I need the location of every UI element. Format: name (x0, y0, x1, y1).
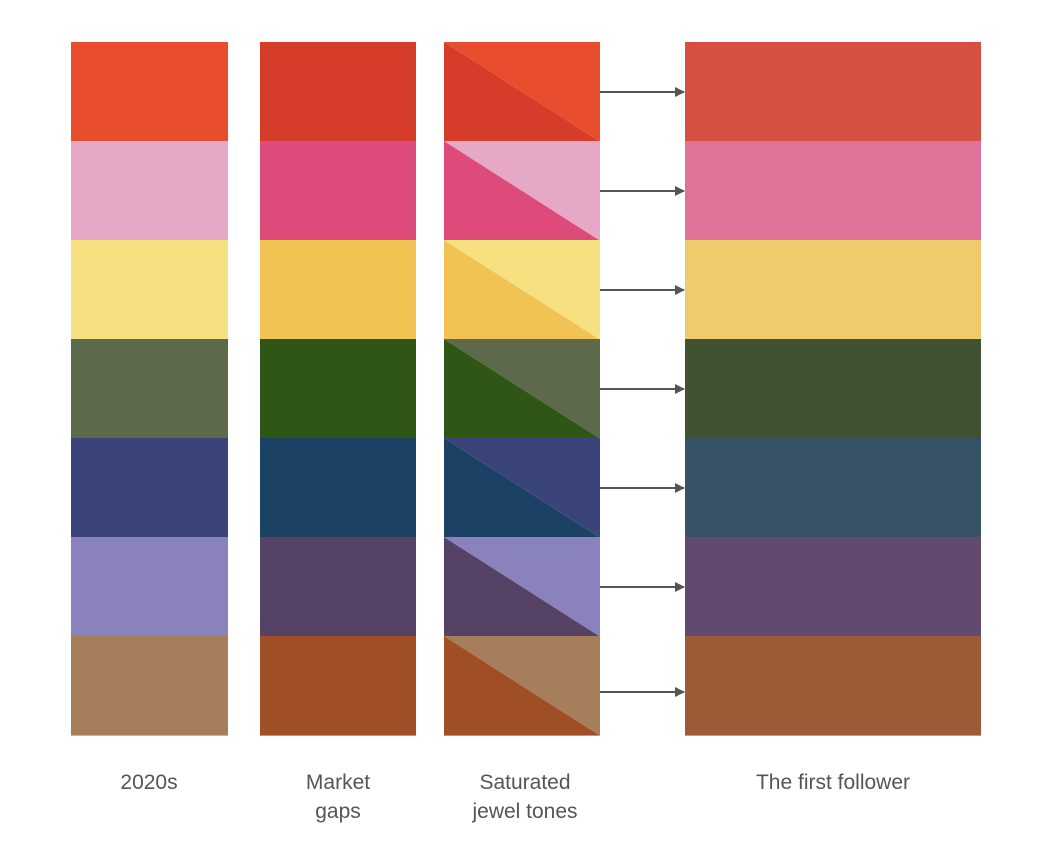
swatch-first-follower-2 (685, 141, 981, 241)
swatch-saturated-jewel-tones-6 (444, 537, 600, 637)
swatch-saturated-jewel-tones-2 (444, 141, 600, 241)
swatch-market-gaps-6 (260, 537, 416, 637)
swatch-first-follower-7 (685, 636, 981, 736)
swatch-half-2020s (444, 240, 600, 340)
label-the-first-follower: The first follower (755, 771, 911, 794)
swatch-2020s-2 (71, 141, 228, 241)
swatch-market-gaps-5 (260, 438, 416, 538)
swatch-half-market-gaps (444, 339, 600, 439)
swatch-first-follower-3 (685, 240, 981, 340)
swatch-market-gaps-1 (260, 42, 416, 142)
swatch-half-2020s (444, 339, 600, 439)
swatch-first-follower-5 (685, 438, 981, 538)
swatch-market-gaps-3 (260, 240, 416, 340)
swatch-saturated-jewel-tones-7 (444, 636, 600, 736)
swatch-half-2020s (444, 141, 600, 241)
swatch-first-follower-6 (685, 537, 981, 637)
swatch-2020s-1 (71, 42, 228, 142)
swatch-2020s-5 (71, 438, 228, 538)
swatch-half-market-gaps (444, 240, 600, 340)
label-saturated-jewel-tones: Saturated jewel tones (472, 771, 578, 823)
label-market-gaps: Market gaps (305, 771, 371, 823)
swatch-market-gaps-7 (260, 636, 416, 736)
swatch-2020s-3 (71, 240, 228, 340)
swatch-first-follower-1 (685, 42, 981, 142)
swatch-2020s-4 (71, 339, 228, 439)
swatch-saturated-jewel-tones-5 (444, 438, 600, 538)
swatch-half-2020s (444, 636, 600, 736)
swatch-saturated-jewel-tones-4 (444, 339, 600, 439)
swatch-market-gaps-2 (260, 141, 416, 241)
swatch-half-2020s (444, 537, 600, 637)
swatch-half-2020s (444, 42, 600, 142)
swatch-half-2020s (444, 438, 600, 538)
swatch-first-follower-4 (685, 339, 981, 439)
swatch-2020s-7 (71, 636, 228, 736)
swatch-saturated-jewel-tones-1 (444, 42, 600, 142)
swatch-market-gaps-4 (260, 339, 416, 439)
swatch-saturated-jewel-tones-3 (444, 240, 600, 340)
label-2020s: 2020s (120, 771, 178, 794)
swatch-2020s-6 (71, 537, 228, 637)
